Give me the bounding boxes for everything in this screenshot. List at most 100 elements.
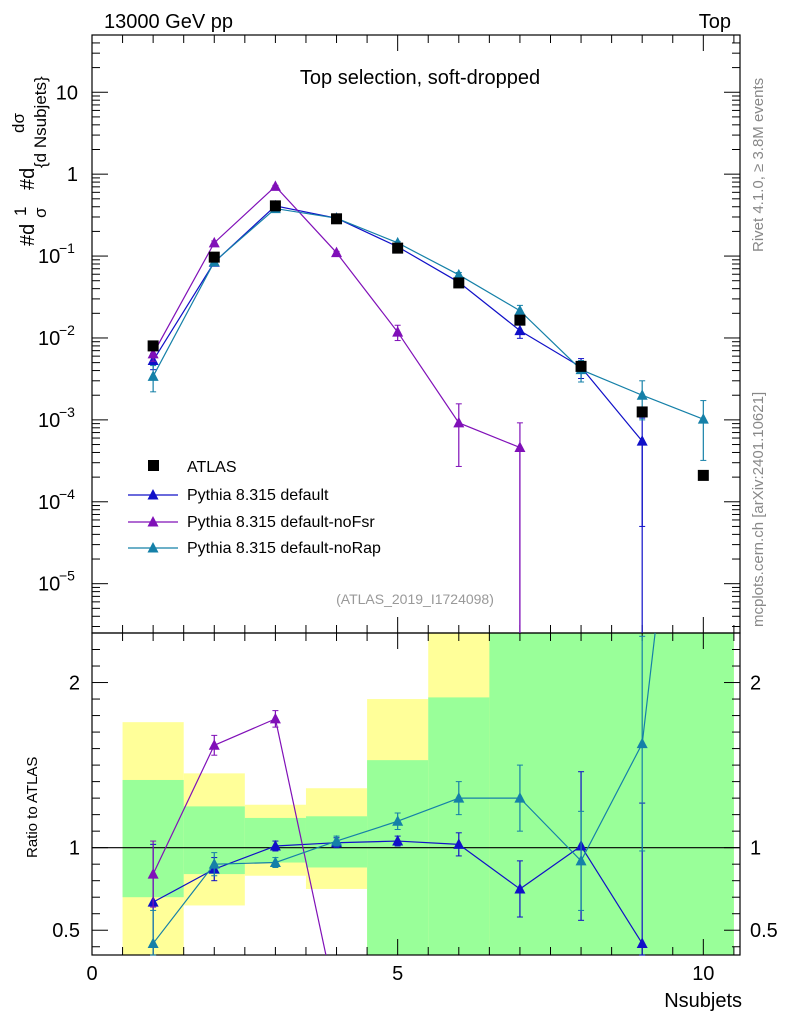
svg-text:−3: −3: [59, 404, 75, 420]
ratio-point: [514, 882, 526, 894]
ratio-point: [147, 868, 159, 879]
data-point: [269, 200, 281, 212]
svg-text:σ: σ: [31, 207, 50, 218]
x-tick-label: 5: [392, 963, 403, 985]
svg-text:#d: #d: [17, 168, 39, 190]
y-ratio-tick-label-right: 0.5: [750, 920, 778, 942]
ratio-point: [392, 815, 404, 826]
series-point: [453, 268, 465, 280]
y-ratio-tick-label-right: 2: [750, 673, 761, 695]
svg-text:10: 10: [38, 246, 60, 268]
chart-title: Top selection, soft-dropped: [300, 67, 540, 89]
legend-marker-atlas: [148, 460, 159, 471]
y-ratio-tick-label: 0.5: [52, 920, 80, 942]
y-ratio-tick-label: 1: [69, 838, 80, 860]
series-point: [514, 304, 526, 316]
series-point: [147, 347, 159, 359]
data-point: [392, 242, 404, 254]
series-point: [453, 416, 465, 428]
ratio-point: [331, 835, 343, 846]
data-point: [453, 277, 465, 289]
series-point: [208, 236, 220, 248]
data-series: [147, 180, 709, 633]
svg-text:−5: −5: [59, 568, 75, 584]
svg-text:Pythia 8.315 default-noFsr: Pythia 8.315 default-noFsr: [187, 514, 375, 531]
ratio-point: [392, 835, 404, 846]
y-tick-label: 1: [67, 164, 78, 186]
ratio-line: [152, 632, 656, 944]
series-point: [331, 246, 343, 258]
svg-text:10: 10: [38, 492, 60, 514]
y-ratio-tick-label: 2: [69, 673, 80, 695]
ratio-point: [636, 937, 648, 948]
ratio-panel-frame: [91, 632, 741, 956]
svg-text:Pythia 8.315 default: Pythia 8.315 default: [187, 487, 329, 504]
y-tick-label: 10−2: [38, 322, 75, 350]
series-line: [152, 207, 704, 420]
svg-text:1: 1: [11, 207, 30, 216]
y-tick-label: 10: [56, 82, 78, 104]
data-point: [147, 340, 159, 352]
svg-text:10: 10: [38, 328, 60, 350]
band-green-6: [489, 633, 734, 955]
data-point: [208, 251, 220, 263]
data-point: [514, 314, 526, 326]
ratio-point: [514, 792, 526, 803]
svg-text:−4: −4: [59, 486, 75, 502]
y-tick-label: 10−5: [38, 568, 75, 596]
series-point: [514, 441, 526, 452]
legend-entry-nofsr: Pythia 8.315 default-noFsr: [128, 514, 375, 531]
x-tick-label: 10: [692, 963, 714, 985]
mcplots-label: mcplots.cern.ch [arXiv:2401.10621]: [750, 392, 767, 627]
x-axis-title: Nsubjets: [664, 990, 742, 1012]
ratio-point: [147, 937, 159, 948]
y-axis-title-main: #d 1 σ #d dσ {d Nsubjets}: [9, 76, 50, 246]
ratio-point: [453, 792, 465, 803]
series-line: [152, 205, 643, 633]
y-tick-label: 10−4: [38, 486, 75, 514]
svg-text:10: 10: [38, 410, 60, 432]
data-point: [331, 213, 343, 225]
ratio-line: [152, 718, 327, 956]
series-point: [514, 324, 526, 336]
ratio-series-1: [147, 710, 327, 956]
legend-entry-norap: Pythia 8.315 default-noRap: [128, 540, 381, 557]
series-point: [392, 326, 404, 337]
header-right: Top: [699, 11, 731, 33]
series-line: [152, 185, 521, 633]
svg-text:10: 10: [56, 82, 78, 104]
y-tick-label: 10−3: [38, 404, 75, 432]
series-point: [269, 180, 281, 191]
ratio-point: [269, 712, 281, 724]
svg-text:10: 10: [38, 574, 60, 596]
data-point: [697, 469, 709, 481]
svg-text:1: 1: [67, 164, 78, 186]
y-tick-label: 10−1: [38, 240, 75, 268]
series-1: [147, 180, 526, 633]
series-point: [636, 389, 648, 400]
legend: ATLAS Pythia 8.315 default Pythia 8.315 …: [128, 459, 381, 557]
y-axis-title-ratio: Ratio to ATLAS: [24, 757, 41, 858]
band-green-4: [367, 760, 429, 955]
ratio-series: [147, 632, 656, 956]
header-left: 13000 GeV pp: [104, 11, 233, 33]
svg-text:dσ: dσ: [9, 113, 28, 133]
svg-text:{d Nsubjets}: {d Nsubjets}: [31, 76, 50, 168]
series-point: [697, 413, 709, 424]
series-point: [636, 435, 648, 446]
ratio-series-2: [147, 632, 656, 956]
ratio-point: [636, 737, 648, 749]
ratio-point: [453, 838, 465, 849]
ratio-line: [152, 840, 643, 944]
analysis-label: (ATLAS_2019_I1724098): [336, 591, 494, 607]
y-ratio-tick-label-right: 1: [750, 838, 761, 860]
rivet-label: Rivet 4.1.0, ≥ 3.8M events: [750, 78, 767, 252]
ratio-point: [575, 854, 587, 866]
x-tick-label: 0: [86, 963, 97, 985]
ratio-point: [208, 858, 220, 869]
svg-text:Pythia 8.315 default-noRap: Pythia 8.315 default-noRap: [187, 540, 381, 557]
svg-text:−2: −2: [59, 322, 75, 338]
data-point: [575, 360, 587, 372]
